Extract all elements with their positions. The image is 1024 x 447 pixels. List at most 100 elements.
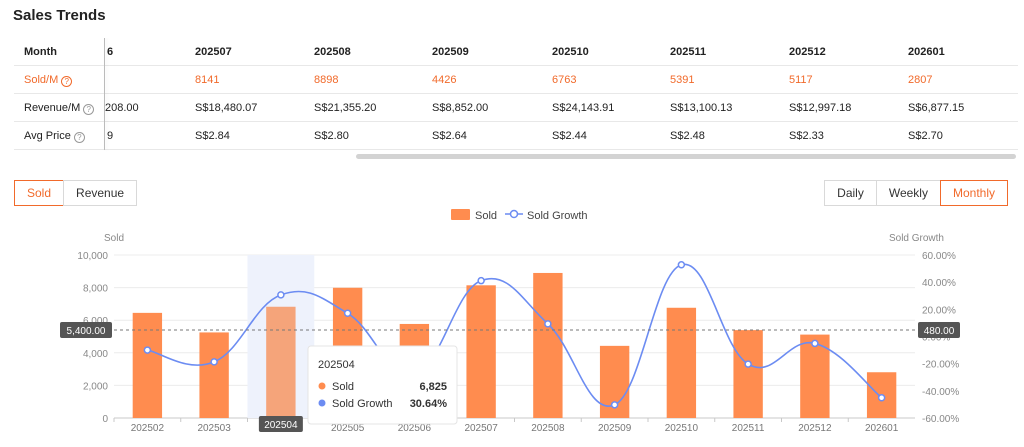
sales-table: Month 6 202507 202508 202509 202510 2025… xyxy=(14,38,1018,160)
avg-price-cell: S$2.33 xyxy=(789,130,824,142)
partial-month: 6 xyxy=(107,46,114,58)
y-left-tick-label: 2,000 xyxy=(83,381,108,392)
daily-button[interactable]: Daily xyxy=(824,180,877,206)
bar-sold xyxy=(199,332,229,418)
help-icon[interactable]: ? xyxy=(61,76,73,87)
point-sold-growth xyxy=(343,309,352,318)
revenue-cell: S$12,997.18 xyxy=(789,102,852,114)
bar-sold xyxy=(533,272,563,418)
bar-sold xyxy=(399,323,430,418)
crosshair-x-value: 202504 xyxy=(264,420,298,431)
metric-toggle: Sold Revenue xyxy=(14,180,138,206)
sold-tab-button[interactable]: Sold xyxy=(14,180,65,206)
x-tick-label: 202511 xyxy=(732,423,765,434)
avg-price-cell: S$2.44 xyxy=(552,130,587,142)
tooltip-series-name: Sold Growth xyxy=(332,398,393,410)
x-tick-label: 202508 xyxy=(531,423,565,434)
bar-sold xyxy=(666,307,697,418)
x-tick-label: 202507 xyxy=(464,423,498,434)
sold-cell: 5391 xyxy=(670,74,695,86)
point-sold-growth xyxy=(877,394,886,402)
row-label-sold-text: Sold/M xyxy=(24,74,59,86)
hover-band xyxy=(247,255,315,418)
sold-cell: 5117 xyxy=(789,74,813,86)
line-sold-growth xyxy=(147,263,883,407)
avg-price-cell: S$2.48 xyxy=(670,130,705,142)
point-sold-growth xyxy=(811,339,819,348)
month-cell: 202601 xyxy=(908,46,945,58)
y-left-tick-label: 4,000 xyxy=(83,349,108,360)
x-tick-label: 202512 xyxy=(798,423,832,434)
table-row-month: Month 6 202507 202508 202509 202510 2025… xyxy=(14,38,1018,66)
tooltip-marker xyxy=(318,399,326,407)
sold-cell: 6763 xyxy=(552,74,577,86)
revenue-cell: S$21,355.20 xyxy=(314,102,377,114)
revenue-cell: S$18,480.07 xyxy=(195,102,258,114)
y-right-tick-label: 0.00% xyxy=(922,333,950,344)
point-sold-growth xyxy=(610,401,619,409)
table-row-sold: Sold/M? 8141 8898 4426 6763 5391 5117 28… xyxy=(14,66,1018,94)
row-label-revenue: Revenue/M? xyxy=(24,94,95,122)
point-sold-growth xyxy=(677,261,686,269)
revenue-cell: S$13,100.13 xyxy=(670,102,733,114)
bar-sold xyxy=(132,312,163,418)
x-tick-label: 202502 xyxy=(131,423,165,434)
y-left-tick-label: 0 xyxy=(102,414,108,425)
x-tick-label: 202505 xyxy=(331,423,365,434)
bar-sold xyxy=(733,330,763,418)
revenue-tab-button[interactable]: Revenue xyxy=(63,180,138,206)
y-left-tick-label: 10,000 xyxy=(77,251,108,262)
bar-sold xyxy=(266,306,296,418)
tooltip-title: 202504 xyxy=(318,359,355,371)
row-label-revenue-text: Revenue/M xyxy=(24,102,81,114)
point-sold-growth xyxy=(143,346,152,354)
y-right-tick-label: 40.00% xyxy=(922,278,956,289)
period-toggle: Daily Weekly Monthly xyxy=(824,180,1008,206)
revenue-cell: S$6,877.15 xyxy=(908,102,965,114)
monthly-button[interactable]: Monthly xyxy=(939,180,1008,206)
point-sold-growth xyxy=(277,291,285,299)
tooltip xyxy=(307,345,458,425)
x-tick-label: 202601 xyxy=(865,423,899,434)
x-tick-label: 202503 xyxy=(197,423,231,434)
tooltip-series-value: 6,825 xyxy=(419,381,447,393)
sold-cell: 2807 xyxy=(908,74,933,86)
y-left-tick-label: 6,000 xyxy=(83,316,108,327)
partial-revenue: 208.00 xyxy=(105,102,139,114)
crosshair-right-badge xyxy=(918,321,960,338)
avg-price-cell: S$2.80 xyxy=(314,130,349,142)
revenue-cell: S$8,852.00 xyxy=(432,102,489,114)
bar-sold xyxy=(599,345,630,418)
month-cell: 202512 xyxy=(789,46,826,58)
y-right-tick-label: 20.00% xyxy=(922,305,956,316)
sold-cell: 4426 xyxy=(432,74,457,86)
help-icon[interactable]: ? xyxy=(73,132,85,143)
sold-cell: 8141 xyxy=(195,74,220,86)
point-sold-growth xyxy=(477,276,485,285)
x-tick-label: 202509 xyxy=(598,423,632,434)
row-label-month: Month xyxy=(24,46,57,58)
sold-cell: 8898 xyxy=(314,74,339,86)
tooltip-marker xyxy=(318,382,326,390)
horizontal-scrollbar[interactable] xyxy=(356,154,1016,159)
avg-price-cell: S$2.84 xyxy=(195,130,230,142)
row-label-avg-price: Avg Price? xyxy=(24,122,85,150)
bar-sold xyxy=(866,372,897,418)
avg-price-cell: S$2.70 xyxy=(908,130,943,142)
weekly-button[interactable]: Weekly xyxy=(875,180,941,206)
month-cell: 202507 xyxy=(195,46,232,58)
page-title: Sales Trends xyxy=(13,7,106,24)
month-cell: 202509 xyxy=(432,46,469,58)
help-icon[interactable]: ? xyxy=(83,104,95,115)
crosshair-left-badge xyxy=(60,321,112,338)
point-sold-growth xyxy=(410,370,419,378)
partial-avg-price: 9 xyxy=(107,130,114,142)
row-label-sold: Sold/M? xyxy=(24,66,73,94)
x-tick-label: 202504 xyxy=(264,423,298,434)
crosshair-left-value: 5,400.00 xyxy=(67,326,106,337)
point-sold-growth xyxy=(544,320,552,328)
tooltip-series-name: Sold xyxy=(332,381,354,393)
table-row-revenue: Revenue/M? 208.00 S$18,480.07 S$21,355.2… xyxy=(14,94,1018,122)
point-sold-growth xyxy=(744,360,752,368)
row-label-avg-price-text: Avg Price xyxy=(24,130,71,142)
